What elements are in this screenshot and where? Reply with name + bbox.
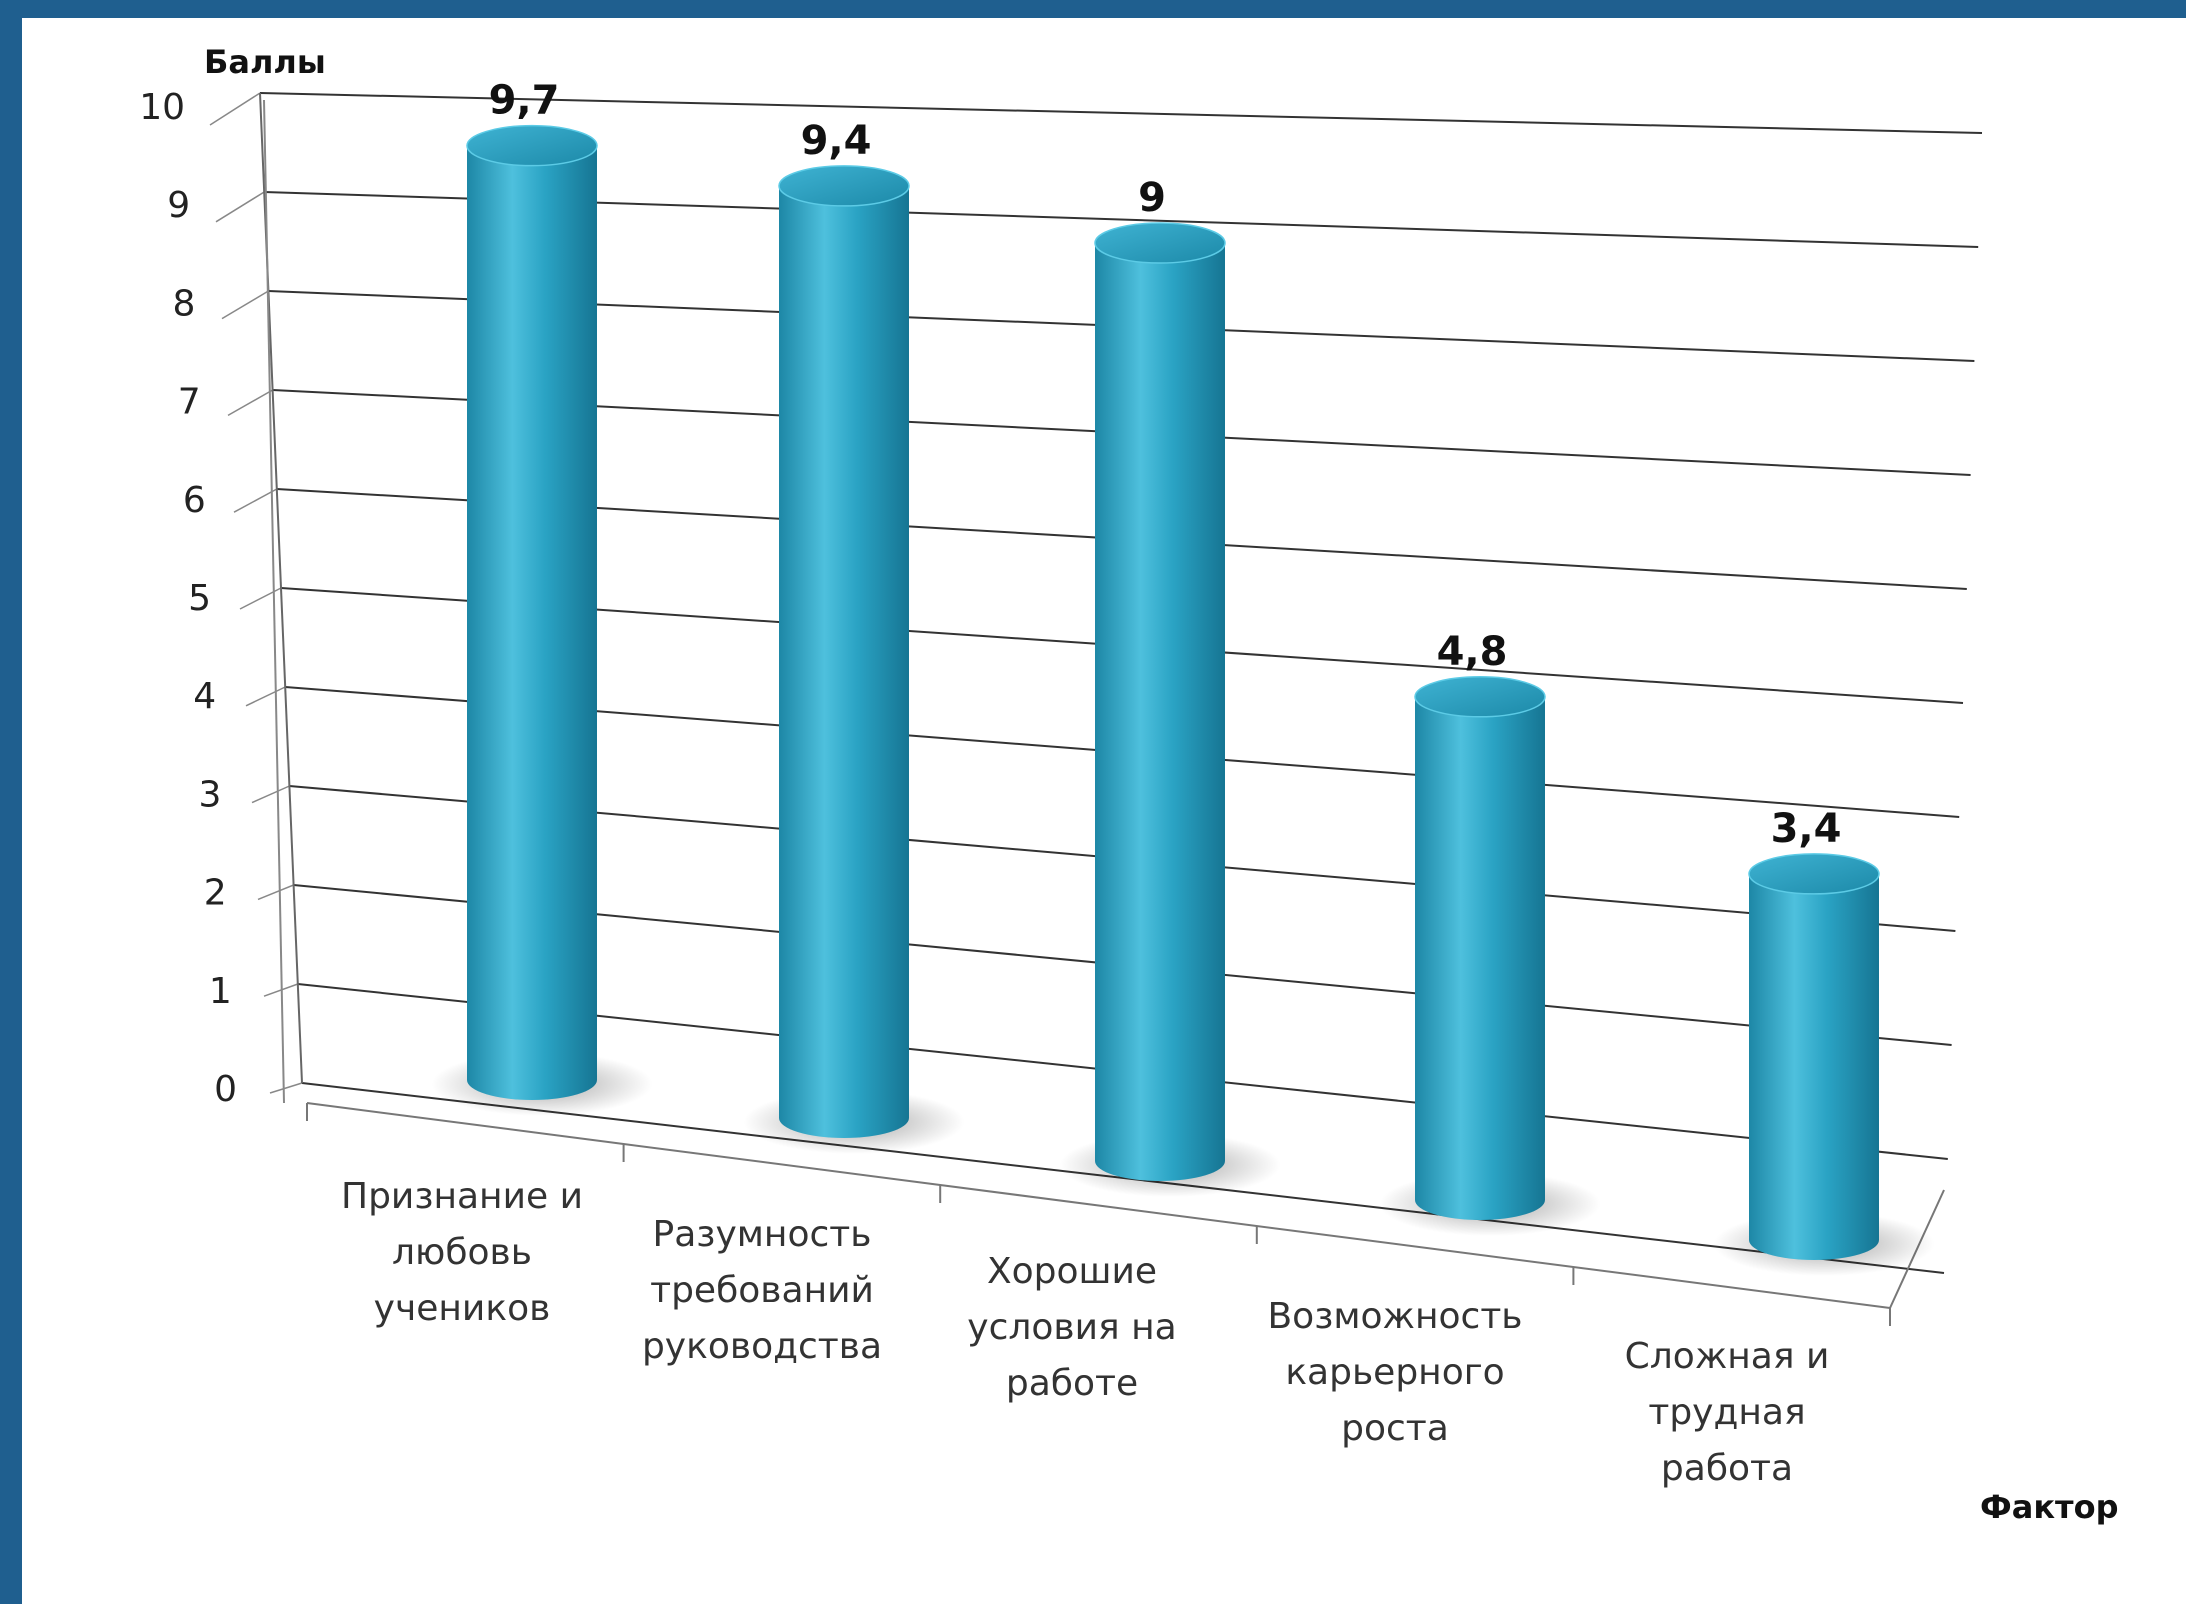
value-label: 9,4 <box>801 118 872 164</box>
value-label: 4,8 <box>1437 629 1508 675</box>
category-label: Хорошие условия на работе <box>967 1251 1176 1404</box>
side-wall-line <box>251 785 290 804</box>
bar-top <box>466 124 598 167</box>
side-wall-line <box>245 686 286 707</box>
bar-5 <box>1713 853 1935 1276</box>
bar-top <box>1748 853 1880 895</box>
side-wall-line <box>257 884 294 901</box>
value-label: 9,7 <box>489 78 560 124</box>
bar-4 <box>1379 676 1601 1236</box>
y-tick-label: 10 <box>139 87 185 128</box>
bar-top <box>1414 676 1546 718</box>
value-label: 9 <box>1138 175 1166 221</box>
side-wall-line <box>269 1082 303 1094</box>
side-wall-line <box>209 92 261 126</box>
side-wall-line <box>215 191 265 223</box>
y-axis-line <box>263 99 285 1104</box>
y-tick-label: 6 <box>183 480 206 521</box>
side-wall-line <box>221 290 269 320</box>
x-axis-title: Фактор <box>1980 1488 2118 1526</box>
y-tick-label: 1 <box>209 971 232 1012</box>
y-tick-label: 4 <box>193 676 216 717</box>
value-label: 3,4 <box>1771 806 1842 852</box>
bar-body <box>1749 873 1879 1260</box>
side-wall-line <box>227 389 273 417</box>
gridline <box>259 92 1983 134</box>
category-label: Сложная и трудная работа <box>1625 1336 1830 1489</box>
bar-2 <box>743 165 965 1154</box>
y-tick-label: 3 <box>198 774 221 815</box>
category-label: Признание и любовь учеников <box>341 1176 583 1329</box>
chart-frame: 0 1 2 3 4 5 6 7 8 9 10 9,7 9,4 9 4,8 3,4 Признание и любо… <box>22 18 2186 1604</box>
side-wall-line <box>233 488 278 513</box>
bar-chart: 0 1 2 3 4 5 6 7 8 9 10 9,7 9,4 9 4,8 3,4 Признание и любо… <box>139 43 2118 1526</box>
y-tick-label: 9 <box>167 185 190 226</box>
bar-body <box>1095 243 1225 1181</box>
bar-body <box>1415 696 1545 1220</box>
y-axis-title: Баллы <box>204 43 326 81</box>
bar-top <box>1094 222 1226 264</box>
bar-body <box>467 145 597 1101</box>
y-tick-label: 7 <box>178 382 201 423</box>
bar-3 <box>1059 222 1281 1197</box>
y-tick-label: 2 <box>204 873 227 914</box>
y-tick-label: 5 <box>188 578 211 619</box>
category-label: Возможность карьерного роста <box>1267 1296 1522 1449</box>
floor-front-edge <box>306 1102 1891 1309</box>
bar-body <box>779 185 909 1138</box>
bar-top <box>778 165 910 207</box>
category-label: Разумность требований руководства <box>642 1214 882 1367</box>
y-tick-label: 0 <box>214 1069 237 1110</box>
bar-1 <box>431 124 653 1116</box>
y-tick-label: 8 <box>172 283 195 324</box>
